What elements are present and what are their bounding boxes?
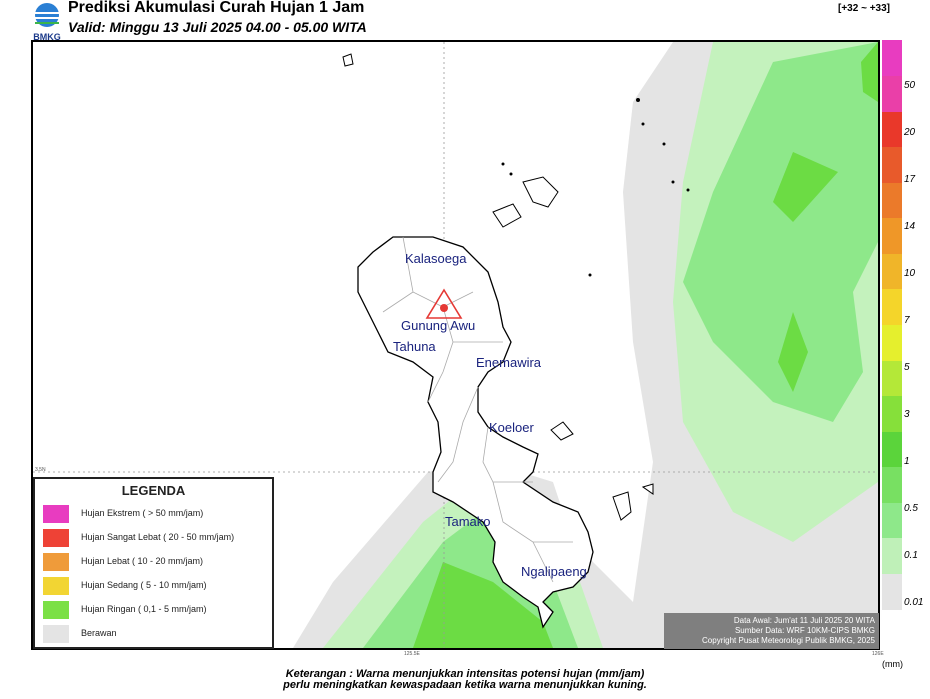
forecast-range: [+32 ~ +33] [838, 3, 890, 14]
rain-forecast-map[interactable]: Kalasoega Gunung Awu Tahuna Enemawira Ko… [31, 40, 880, 650]
scale-cell [882, 431, 902, 468]
note-line-2: perlu meningkatkan kewaspadaan ketika wa… [283, 679, 647, 691]
legend-title: LEGENDA [121, 483, 186, 498]
rain-zone-bright-3 [861, 42, 878, 102]
islet-6 [550, 421, 574, 441]
scale-cell [882, 466, 902, 503]
scale-cell [882, 537, 902, 574]
logo-text: BMKG [33, 32, 61, 42]
place-tamako: Tamako [445, 514, 491, 529]
island-sangihe [357, 236, 594, 629]
lon-tick-1: 125.5E [404, 651, 420, 657]
info-line-copyright: Copyright Pusat Meteorologi Publik BMKG,… [702, 636, 875, 645]
scale-cell [882, 182, 902, 219]
map-canvas [33, 42, 878, 648]
district-boundaries [382, 236, 573, 583]
scale-label: 20 [904, 127, 916, 138]
scale-cell [882, 573, 902, 610]
data-source-info: Data Awal: Jum'at 11 Juli 2025 20 WITA S… [664, 613, 879, 649]
rain-zone-bright-south [413, 562, 553, 648]
islet-dot-6 [588, 273, 592, 277]
islet-dot-2 [641, 122, 645, 126]
islet-3 [492, 203, 522, 228]
legend-label: Hujan Ringan ( 0,1 - 5 mm/jam) [81, 604, 207, 614]
legend-swatch [43, 505, 69, 523]
lat-tick: 3.5N [35, 467, 46, 473]
islet-dot-4 [671, 180, 675, 184]
islet-4 [612, 491, 632, 521]
legend-label: Hujan Sangat Lebat ( 20 - 50 mm/jam) [81, 532, 235, 542]
legend-swatch [43, 577, 69, 595]
scale-cell [882, 324, 902, 361]
place-koeloer: Koeloer [489, 420, 534, 435]
place-tahuna: Tahuna [393, 339, 436, 354]
legend-label: Hujan Ekstrem ( > 50 mm/jam) [81, 508, 204, 518]
bmkg-logo: BMKG [33, 3, 61, 42]
page-title: Prediksi Akumulasi Curah Hujan 1 Jam [68, 0, 365, 16]
scale-label: 0.5 [904, 503, 918, 514]
scale-label: 10 [904, 268, 916, 279]
islet-dot-5 [686, 188, 690, 192]
legend-label: Berawan [81, 628, 117, 638]
legend-swatch [43, 625, 69, 643]
scale-cell [882, 75, 902, 112]
scale-cell [882, 111, 902, 148]
volcano-triangle-icon [425, 288, 463, 319]
scale-cell [882, 253, 902, 290]
legend: LEGENDA Hujan Ekstrem ( > 50 mm/jam) Huj… [33, 477, 274, 649]
scale-label: 14 [904, 221, 916, 232]
scale-label: 0.01 [904, 597, 924, 608]
scale-cell [882, 40, 902, 77]
place-enemawira: Enemawira [476, 355, 542, 370]
note-line-1: Keterangan : Warna menunjukkan intensita… [285, 668, 645, 680]
islet-1 [342, 53, 354, 67]
islet-dot-3 [662, 142, 666, 146]
scale-label: 7 [904, 315, 910, 326]
place-kalasoega: Kalasoega [405, 251, 467, 266]
scale-cell [882, 146, 902, 183]
info-line-source: Sumber Data: WRF 10KM-CIPS BMKG [734, 626, 875, 635]
islet-5 [641, 483, 654, 495]
islet-2 [522, 176, 559, 208]
place-ngalipaeng: Ngalipaeng [521, 564, 587, 579]
scale-cell [882, 502, 902, 539]
islet-dot-8 [501, 162, 505, 166]
legend-swatch [43, 601, 69, 619]
scale-cell [882, 217, 902, 254]
scale-label: 17 [904, 174, 916, 185]
info-line-initial: Data Awal: Jum'at 11 Juli 2025 20 WITA [733, 616, 875, 625]
scale-label: 5 [904, 362, 910, 373]
lon-tick-2: 126E [872, 651, 884, 657]
rain-zone-bright-2 [778, 312, 808, 392]
scale-label: 3 [904, 409, 910, 420]
place-gunung-awu: Gunung Awu [401, 318, 476, 333]
scale-label: 0.1 [904, 550, 918, 561]
legend-label: Hujan Sedang ( 5 - 10 mm/jam) [81, 580, 207, 590]
valid-period: Valid: Minggu 13 Juli 2025 04.00 - 05.00… [68, 19, 367, 35]
scale-label: 50 [904, 80, 916, 91]
rain-zone-medium-east [683, 42, 878, 422]
rain-zone-bright-1 [773, 152, 838, 222]
legend-label: Hujan Lebat ( 10 - 20 mm/jam) [81, 556, 204, 566]
islet-dot-1 [636, 98, 640, 102]
legend-swatch [43, 529, 69, 547]
color-scale [882, 40, 902, 610]
legend-swatch [43, 553, 69, 571]
scale-cell [882, 360, 902, 397]
scale-unit: (mm) [882, 659, 903, 669]
islet-dot-7 [509, 172, 513, 176]
scale-cell [882, 395, 902, 432]
scale-cell [882, 288, 902, 325]
scale-label: 1 [904, 456, 910, 467]
